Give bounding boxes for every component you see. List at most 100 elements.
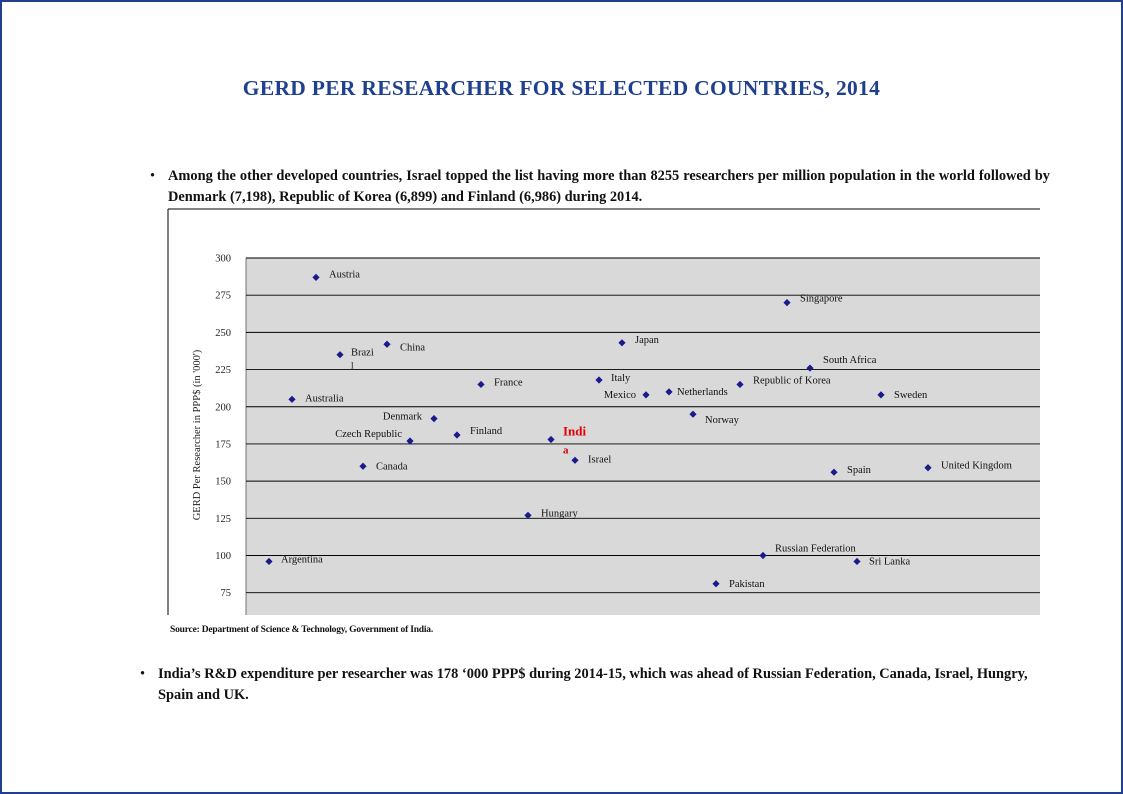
- bullet-marker: •: [140, 666, 146, 682]
- data-point: [547, 435, 555, 444]
- point-label: Republic of Korea: [753, 375, 831, 386]
- point-label: Japan: [635, 335, 660, 346]
- y-tick-label: 150: [215, 477, 231, 488]
- y-tick-label: 75: [221, 588, 232, 599]
- point-label: Czech Republic: [335, 429, 402, 440]
- chart-area: [167, 208, 1040, 615]
- point-label-line: Indi: [563, 423, 587, 438]
- point-label: Australia: [305, 393, 344, 404]
- point-label-line: Israel: [588, 454, 611, 465]
- point-label: Netherlands: [677, 387, 728, 398]
- grid-lines: [246, 257, 1040, 594]
- y-tick-label: 225: [215, 365, 231, 376]
- slide-title: GERD PER RESEARCHER FOR SELECTED COUNTRI…: [242, 76, 881, 100]
- data-point: [736, 380, 744, 389]
- point-label: China: [400, 342, 425, 353]
- point-label-line: Pakistan: [729, 579, 765, 590]
- point-label-line: Hungary: [541, 508, 578, 519]
- point-label-line: Netherlands: [677, 387, 728, 398]
- data-points: [265, 273, 932, 588]
- point-label-line: Brazi: [351, 348, 374, 359]
- data-point: [265, 557, 273, 566]
- data-point: [336, 351, 344, 359]
- point-label-line: Japan: [635, 335, 660, 346]
- point-label: Israel: [588, 454, 611, 465]
- point-label-line: Canada: [376, 461, 408, 472]
- point-label-line: South Africa: [823, 355, 877, 366]
- point-label-line: Austria: [329, 269, 360, 280]
- data-point: [406, 437, 414, 445]
- point-label-line: a: [563, 444, 569, 456]
- point-label: Indi a: [563, 423, 587, 456]
- point-label: Denmark: [383, 412, 423, 423]
- point-label: Pakistan: [729, 579, 765, 590]
- point-label: Argentina: [281, 554, 323, 565]
- data-point: [359, 462, 367, 470]
- data-point: [312, 273, 320, 281]
- point-labels: Argentina Australia Austria Brazi l Canada Chi…: [281, 269, 1012, 589]
- data-point: [383, 340, 391, 348]
- point-label-line: Sri Lanka: [869, 556, 910, 567]
- data-point: [477, 380, 485, 389]
- bullet-point-1: • Among the other developed countries, I…: [150, 166, 1050, 208]
- point-label-line: Sweden: [894, 390, 928, 401]
- point-label: Hungary: [541, 508, 578, 519]
- data-point: [618, 339, 626, 347]
- point-label: Finland: [470, 426, 503, 437]
- data-point: [642, 391, 650, 399]
- y-tick-label: 175: [215, 439, 231, 450]
- point-label-line: Mexico: [604, 390, 636, 401]
- y-tick-label: 300: [215, 254, 231, 265]
- point-label: Mexico: [604, 390, 636, 401]
- y-tick-label: 125: [215, 514, 231, 525]
- point-label-line: Italy: [611, 373, 631, 384]
- data-point: [806, 364, 814, 372]
- point-label-line: China: [400, 342, 425, 353]
- point-label-line: Norway: [705, 415, 740, 426]
- point-label-line: Czech Republic: [335, 429, 402, 440]
- point-label-line: Australia: [305, 393, 344, 404]
- data-point: [783, 299, 791, 307]
- data-point: [689, 410, 697, 418]
- data-point: [924, 464, 932, 472]
- point-label: Spain: [847, 465, 872, 476]
- point-label: Sri Lanka: [869, 556, 910, 567]
- point-label-line: Finland: [470, 426, 503, 437]
- data-point: [430, 415, 438, 423]
- point-label: Norway: [705, 415, 740, 426]
- point-label: Singapore: [800, 294, 843, 305]
- data-point: [524, 511, 532, 519]
- y-axis-ticks: 75 100 125 150 175 200 225 250 275 300: [215, 254, 231, 600]
- point-label-line: Spain: [847, 465, 872, 476]
- point-label-line: Singapore: [800, 294, 843, 305]
- data-point: [830, 468, 838, 476]
- point-label: Russian Federation: [775, 544, 857, 555]
- point-label-line: United Kingdom: [941, 461, 1012, 472]
- bullet-point-2: • India’s R&D expenditure per researcher…: [140, 664, 1028, 706]
- point-label-line: Republic of Korea: [753, 375, 831, 386]
- point-label: Sweden: [894, 390, 928, 401]
- point-label-line: Argentina: [281, 554, 323, 565]
- point-label-line: Denmark: [383, 412, 423, 423]
- bullet-text-2: India’s R&D expenditure per researcher w…: [158, 666, 1028, 703]
- point-label: United Kingdom: [941, 461, 1012, 472]
- point-label-line: Russian Federation: [775, 544, 857, 555]
- data-point: [288, 395, 296, 403]
- data-point: [595, 376, 603, 384]
- bullet-text-1: Among the other developed countries, Isr…: [168, 168, 1050, 205]
- point-label: Austria: [329, 269, 360, 280]
- bullet-marker: •: [150, 168, 156, 184]
- y-tick-label: 100: [215, 551, 231, 562]
- data-point: [712, 580, 720, 588]
- chart-source-note: Source: Department of Science & Technolo…: [170, 625, 434, 635]
- data-point: [877, 391, 885, 399]
- point-label: France: [494, 377, 523, 388]
- point-label: South Africa: [823, 355, 877, 366]
- data-point: [759, 551, 767, 560]
- y-tick-label: 275: [215, 291, 231, 302]
- data-point: [665, 388, 673, 396]
- point-label: Brazi l: [351, 348, 374, 371]
- point-label-line: France: [494, 377, 523, 388]
